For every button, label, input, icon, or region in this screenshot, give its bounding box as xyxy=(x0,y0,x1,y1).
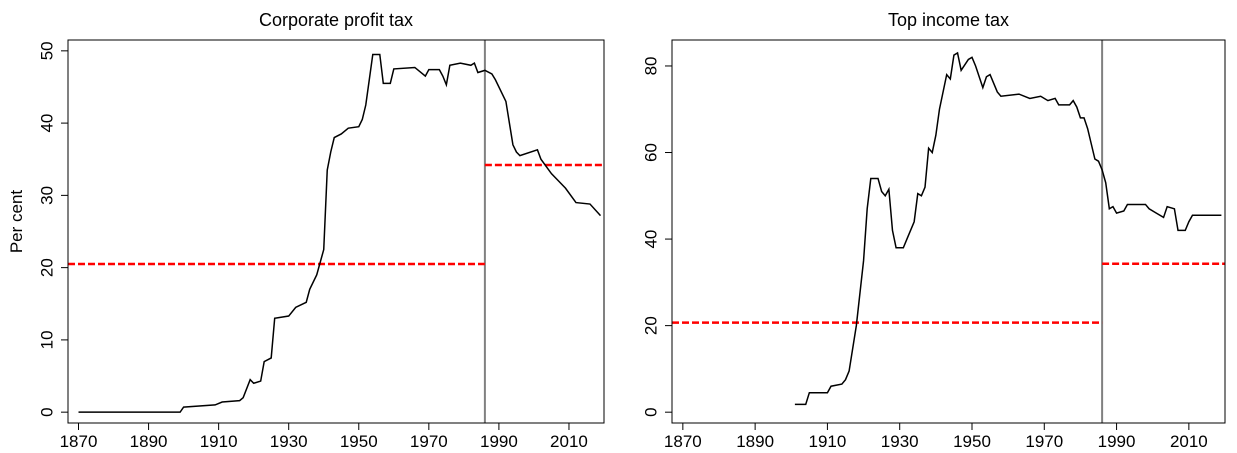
plot-frame xyxy=(671,39,1226,424)
x-tick-label: 1950 xyxy=(340,432,378,451)
x-tick-label: 2010 xyxy=(550,432,588,451)
x-tick-label: 1930 xyxy=(270,432,308,451)
y-tick-label: 40 xyxy=(37,114,56,133)
y-tick-label: 0 xyxy=(641,407,660,416)
x-tick-label: 2010 xyxy=(1170,432,1208,451)
x-tick-label: 1870 xyxy=(60,432,98,451)
x-tick-label: 1990 xyxy=(480,432,518,451)
y-tick-label: 40 xyxy=(641,230,660,249)
y-tick-label: 80 xyxy=(641,57,660,76)
x-tick-label: 1890 xyxy=(736,432,774,451)
y-axis-label: Per cent xyxy=(7,190,26,254)
y-tick-label: 20 xyxy=(641,316,660,335)
y-tick-label: 60 xyxy=(641,143,660,162)
chart-title: Corporate profit tax xyxy=(259,10,413,30)
y-tick-label: 50 xyxy=(37,41,56,60)
x-tick-label: 1990 xyxy=(1098,432,1136,451)
x-tick-label: 1870 xyxy=(664,432,702,451)
y-tick-label: 10 xyxy=(37,330,56,349)
x-tick-label: 1930 xyxy=(881,432,919,451)
data-line xyxy=(794,51,1222,406)
chart-title: Top income tax xyxy=(888,10,1009,30)
y-tick-label: 20 xyxy=(37,258,56,277)
y-tick-label: 0 xyxy=(37,407,56,416)
data-line xyxy=(78,53,602,413)
x-tick-label: 1970 xyxy=(410,432,448,451)
x-tick-label: 1950 xyxy=(953,432,991,451)
plot-frame xyxy=(67,39,605,424)
y-tick-label: 30 xyxy=(37,186,56,205)
x-tick-label: 1910 xyxy=(200,432,238,451)
x-tick-label: 1970 xyxy=(1025,432,1063,451)
x-tick-label: 1910 xyxy=(809,432,847,451)
x-tick-label: 1890 xyxy=(130,432,168,451)
